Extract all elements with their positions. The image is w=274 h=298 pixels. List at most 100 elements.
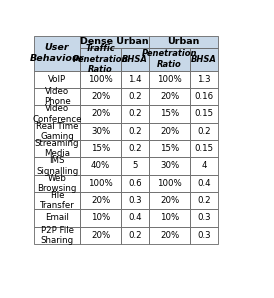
Bar — [80, 140, 121, 157]
Bar — [34, 157, 80, 175]
Text: Web
Browsing: Web Browsing — [37, 173, 77, 193]
Text: P2P File
Sharing: P2P File Sharing — [41, 226, 74, 245]
Text: VoIP: VoIP — [48, 75, 66, 84]
Text: 40%: 40% — [91, 162, 110, 170]
Text: 0.2: 0.2 — [128, 144, 142, 153]
Text: Video
Phone: Video Phone — [44, 87, 70, 106]
Bar — [34, 209, 80, 226]
Bar — [149, 209, 190, 226]
Bar — [121, 122, 149, 140]
Text: 30%: 30% — [91, 127, 110, 136]
Bar — [190, 175, 218, 192]
Bar — [34, 71, 80, 88]
Bar — [80, 71, 121, 88]
Text: 20%: 20% — [91, 109, 110, 118]
Bar — [190, 226, 218, 244]
Text: IMS
Signalling: IMS Signalling — [36, 156, 78, 176]
Bar — [190, 192, 218, 209]
Text: 20%: 20% — [160, 231, 179, 240]
Text: 0.2: 0.2 — [197, 196, 211, 205]
Bar — [34, 175, 80, 192]
Bar — [80, 48, 121, 71]
Bar — [121, 157, 149, 175]
Bar — [121, 192, 149, 209]
Bar — [121, 175, 149, 192]
Bar — [149, 71, 190, 88]
Text: 1.4: 1.4 — [128, 75, 142, 84]
Bar — [34, 140, 80, 157]
Text: 15%: 15% — [91, 144, 110, 153]
Text: 0.4: 0.4 — [128, 213, 142, 222]
Bar — [190, 88, 218, 105]
Text: 0.2: 0.2 — [197, 127, 211, 136]
Text: 0.2: 0.2 — [128, 109, 142, 118]
Bar — [149, 192, 190, 209]
Bar — [80, 209, 121, 226]
Bar — [190, 105, 218, 122]
Bar — [121, 88, 149, 105]
Text: 0.3: 0.3 — [197, 213, 211, 222]
Text: Dense Urban: Dense Urban — [80, 37, 149, 46]
Bar — [80, 122, 121, 140]
Bar — [80, 36, 149, 48]
Bar — [34, 105, 80, 122]
Bar — [190, 48, 218, 71]
Text: 20%: 20% — [160, 196, 179, 205]
Bar — [121, 226, 149, 244]
Text: User
Behaviour: User Behaviour — [30, 44, 84, 63]
Bar — [149, 105, 190, 122]
Text: 0.3: 0.3 — [128, 196, 142, 205]
Bar — [34, 122, 80, 140]
Bar — [149, 157, 190, 175]
Bar — [34, 36, 80, 71]
Text: 15%: 15% — [160, 109, 179, 118]
Text: 100%: 100% — [157, 179, 182, 188]
Bar — [80, 226, 121, 244]
Bar — [149, 48, 190, 71]
Text: 20%: 20% — [91, 92, 110, 101]
Bar — [80, 105, 121, 122]
Text: Traffic
Penetration
Ratio: Traffic Penetration Ratio — [73, 44, 128, 74]
Bar — [80, 88, 121, 105]
Text: Penetration
Ratio: Penetration Ratio — [142, 49, 197, 69]
Text: 0.4: 0.4 — [197, 179, 211, 188]
Text: 4: 4 — [201, 162, 207, 170]
Bar — [34, 226, 80, 244]
Text: 100%: 100% — [88, 179, 113, 188]
Text: 100%: 100% — [157, 75, 182, 84]
Bar — [190, 122, 218, 140]
Bar — [190, 140, 218, 157]
Text: 10%: 10% — [91, 213, 110, 222]
Bar — [190, 71, 218, 88]
Text: 5: 5 — [132, 162, 138, 170]
Text: Video
Conference: Video Conference — [32, 104, 82, 124]
Text: 0.3: 0.3 — [197, 231, 211, 240]
Bar — [80, 157, 121, 175]
Text: 20%: 20% — [91, 231, 110, 240]
Text: 0.2: 0.2 — [128, 127, 142, 136]
Text: 0.2: 0.2 — [128, 92, 142, 101]
Text: BHSA: BHSA — [191, 55, 217, 64]
Bar — [121, 48, 149, 71]
Bar — [121, 209, 149, 226]
Text: 20%: 20% — [160, 127, 179, 136]
Text: Streaming
Media: Streaming Media — [35, 139, 79, 158]
Bar — [149, 175, 190, 192]
Text: Email: Email — [45, 213, 69, 222]
Text: 1.3: 1.3 — [197, 75, 211, 84]
Text: 100%: 100% — [88, 75, 113, 84]
Bar — [121, 105, 149, 122]
Bar — [34, 88, 80, 105]
Text: 20%: 20% — [160, 92, 179, 101]
Bar — [121, 71, 149, 88]
Text: BHSA: BHSA — [122, 55, 148, 64]
Bar — [121, 140, 149, 157]
Text: 0.15: 0.15 — [195, 109, 214, 118]
Text: Urban: Urban — [167, 37, 200, 46]
Text: 30%: 30% — [160, 162, 179, 170]
Text: 20%: 20% — [91, 196, 110, 205]
Bar — [80, 175, 121, 192]
Bar — [149, 36, 218, 48]
Bar — [80, 192, 121, 209]
Bar — [149, 140, 190, 157]
